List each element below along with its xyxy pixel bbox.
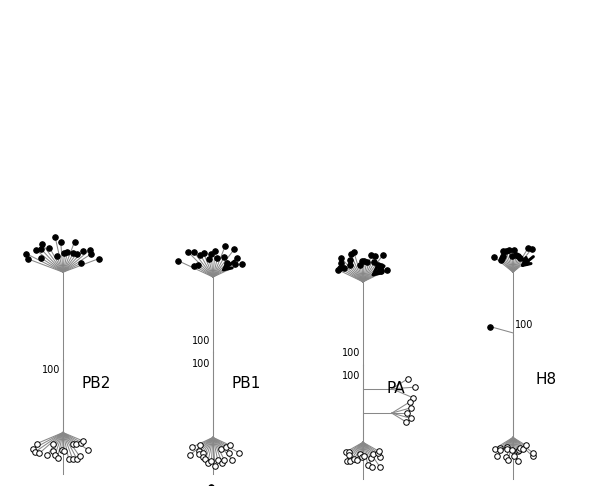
Text: 100: 100 — [342, 348, 361, 358]
Text: PB1: PB1 — [232, 377, 260, 391]
Text: 100: 100 — [342, 371, 361, 381]
Text: H8: H8 — [535, 372, 557, 386]
Text: PB2: PB2 — [82, 377, 110, 391]
Text: 100: 100 — [192, 336, 211, 347]
Text: 100: 100 — [515, 320, 534, 330]
Text: 100: 100 — [192, 359, 211, 369]
Text: 100: 100 — [42, 365, 61, 376]
Text: PA: PA — [386, 382, 406, 396]
